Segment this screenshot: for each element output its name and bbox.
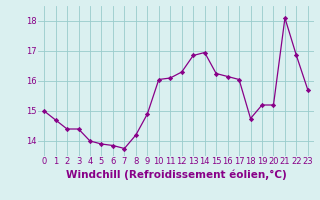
X-axis label: Windchill (Refroidissement éolien,°C): Windchill (Refroidissement éolien,°C) [66,169,286,180]
